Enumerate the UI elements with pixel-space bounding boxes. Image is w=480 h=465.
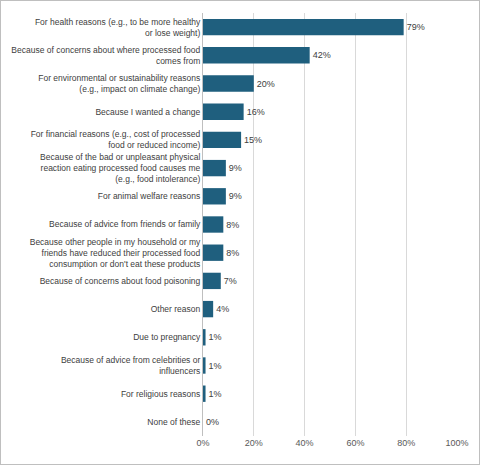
svg-text:For animal welfare reasons: For animal welfare reasons [98,191,201,201]
svg-text:Because other people in my hou: Because other people in my household or … [30,237,201,269]
svg-text:0%: 0% [206,417,219,427]
svg-text:1%: 1% [209,389,222,399]
svg-text:1%: 1% [209,361,222,371]
svg-text:15%: 15% [244,135,262,145]
svg-text:1%: 1% [209,332,222,342]
svg-text:20%: 20% [257,79,275,89]
svg-text:42%: 42% [313,50,331,60]
svg-text:For financial reasons (e.g., c: For financial reasons (e.g., cost of pro… [31,129,201,150]
svg-text:For religious reasons: For religious reasons [121,389,200,399]
svg-text:For health reasons (e.g., to b: For health reasons (e.g., to be more hea… [35,17,201,38]
svg-text:9%: 9% [229,191,242,201]
svg-text:For environmental or sustainab: For environmental or sustainability reas… [38,73,200,94]
svg-text:100%: 100% [445,438,468,448]
svg-text:Because of the bad or unpleasa: Because of the bad or unpleasant physica… [40,152,200,184]
svg-text:8%: 8% [226,248,239,258]
svg-text:Because I wanted a change: Because I wanted a change [95,107,200,117]
svg-text:8%: 8% [226,220,239,230]
svg-text:Other reason: Other reason [151,304,201,314]
svg-text:79%: 79% [407,22,425,32]
svg-text:Because of advice from celebri: Because of advice from celebrities orinf… [61,355,201,376]
svg-text:40%: 40% [296,438,314,448]
svg-text:60%: 60% [346,438,364,448]
svg-text:7%: 7% [224,276,237,286]
svg-text:None of these: None of these [147,417,200,427]
svg-text:9%: 9% [229,163,242,173]
svg-text:Because of concerns about food: Because of concerns about food poisoning [40,276,201,286]
svg-text:Because of concerns about wher: Because of concerns about where processe… [11,45,200,66]
svg-text:16%: 16% [247,107,265,117]
svg-text:4%: 4% [216,304,229,314]
svg-text:Because of advice from friends: Because of advice from friends or family [49,219,201,229]
svg-text:80%: 80% [397,438,415,448]
svg-text:20%: 20% [245,438,263,448]
svg-text:Due to pregnancy: Due to pregnancy [133,332,201,342]
svg-text:0%: 0% [196,438,209,448]
